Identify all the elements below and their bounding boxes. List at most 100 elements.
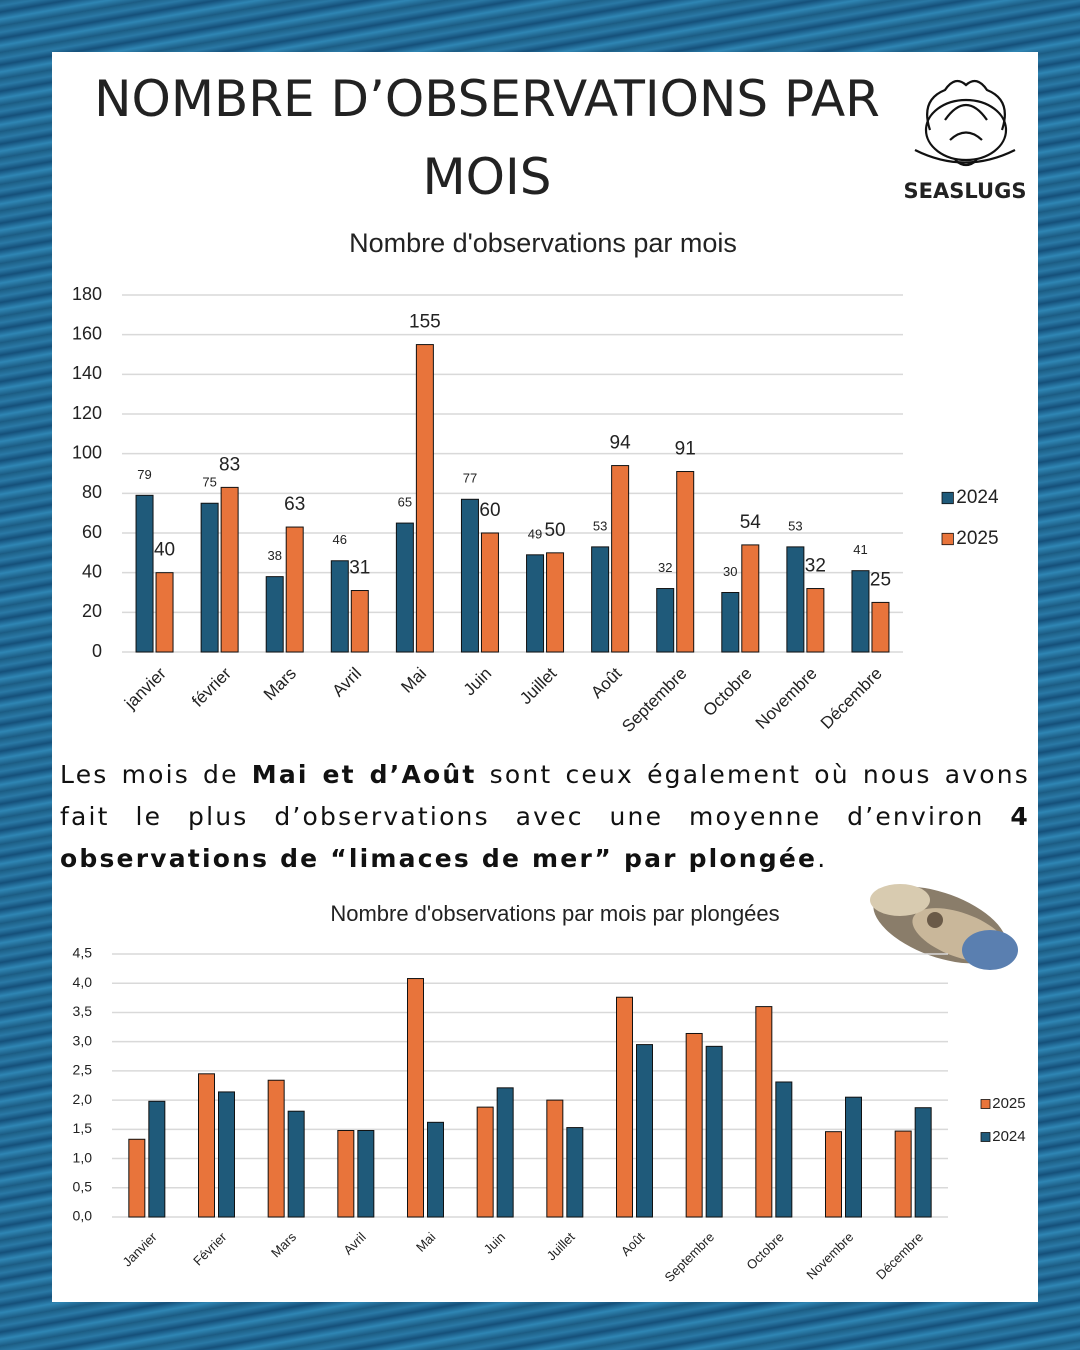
bar (155, 572, 174, 653)
text-run: . (817, 844, 828, 873)
data-label: 41 (853, 542, 867, 557)
data-label: 94 (610, 433, 632, 454)
y-tick-label: 60 (82, 522, 102, 542)
bar (546, 1099, 564, 1218)
y-tick-label: 0 (92, 641, 102, 661)
emphasis: Mai et d’Août (251, 760, 477, 789)
y-tick-label: 120 (72, 403, 102, 423)
bar (496, 1087, 514, 1218)
bar (566, 1127, 584, 1218)
bar (636, 1044, 653, 1218)
bar (476, 1106, 494, 1218)
y-tick-label: 40 (82, 561, 102, 581)
legend-swatch (941, 491, 954, 505)
data-label: 32 (805, 556, 826, 577)
y-tick-label: 160 (72, 323, 102, 343)
bar (337, 1130, 355, 1218)
data-label: 53 (788, 518, 802, 533)
data-label: 32 (658, 560, 672, 575)
bar (198, 1073, 215, 1218)
bar (685, 1032, 703, 1218)
bar (285, 526, 304, 653)
logo: SEASLUGS (904, 79, 1027, 203)
y-tick-label: 0,0 (73, 1208, 93, 1224)
bar (407, 978, 424, 1218)
legend-label: 2025 (956, 528, 998, 549)
legend-label: 2025 (992, 1095, 1025, 1112)
legend-swatch (980, 1099, 991, 1109)
bar (591, 546, 610, 653)
bar (616, 996, 633, 1218)
nudibranch (870, 884, 1018, 970)
bar (806, 588, 825, 653)
y-tick-label: 1,5 (73, 1120, 93, 1136)
data-label: 54 (740, 512, 762, 533)
legend-label: 2024 (956, 487, 999, 508)
y-tick-label: 3,5 (73, 1003, 93, 1019)
panel (52, 52, 1038, 1302)
data-label: 25 (870, 569, 891, 590)
bar (656, 588, 675, 653)
y-tick-label: 100 (72, 442, 102, 462)
bar (200, 502, 219, 653)
data-label: 50 (544, 520, 565, 541)
bar (480, 532, 499, 653)
bar (786, 546, 805, 653)
bar (755, 1006, 773, 1218)
bar (825, 1131, 842, 1218)
legend-label: 2024 (992, 1128, 1025, 1145)
bar (395, 522, 414, 653)
bar (611, 465, 630, 653)
y-tick-label: 2,0 (73, 1091, 93, 1107)
bar (775, 1081, 793, 1218)
data-label: 77 (463, 471, 477, 486)
y-tick-label: 2,5 (73, 1062, 93, 1078)
data-label: 79 (137, 467, 151, 482)
y-tick-label: 4,0 (73, 974, 93, 990)
data-label: 155 (409, 312, 441, 333)
logo-text: SEASLUGS (904, 179, 1027, 203)
data-label: 40 (154, 540, 175, 561)
bar (914, 1107, 932, 1218)
legend-swatch (941, 532, 954, 546)
bar (148, 1100, 166, 1218)
bar (741, 544, 760, 653)
bar (357, 1130, 375, 1218)
data-label: 65 (398, 495, 412, 510)
bar (721, 592, 740, 653)
y-tick-label: 80 (82, 482, 102, 502)
bar (871, 601, 890, 653)
bar (287, 1110, 305, 1218)
bar (851, 570, 870, 653)
bar (705, 1045, 723, 1218)
bar (350, 590, 369, 653)
bar (265, 576, 284, 653)
bar (894, 1130, 912, 1218)
chart-title: Nombre d'observations par mois par plong… (330, 901, 779, 926)
emphasis: 4 observations de “limaces de mer” par p… (60, 802, 1030, 873)
data-label: 46 (333, 532, 347, 547)
page-title: NOMBRE D’OBSERVATIONS PAR MOIS (94, 70, 880, 206)
y-tick-label: 1,0 (73, 1149, 93, 1165)
data-label: 60 (479, 500, 500, 521)
bar (676, 471, 695, 653)
data-label: 31 (349, 558, 370, 579)
data-label: 38 (267, 548, 281, 563)
bar (546, 552, 565, 653)
bar (218, 1091, 235, 1218)
bar (128, 1138, 146, 1218)
bar (330, 560, 349, 653)
data-label: 83 (219, 454, 240, 475)
y-tick-label: 4,5 (73, 945, 93, 961)
legend-swatch (980, 1132, 991, 1142)
y-tick-label: 180 (72, 284, 102, 304)
bar (845, 1096, 862, 1218)
data-label: 63 (284, 494, 305, 515)
data-label: 91 (675, 439, 696, 460)
bar (267, 1079, 285, 1218)
y-tick-label: 0,5 (73, 1178, 93, 1194)
data-label: 30 (723, 564, 737, 579)
y-tick-label: 3,0 (73, 1032, 93, 1048)
